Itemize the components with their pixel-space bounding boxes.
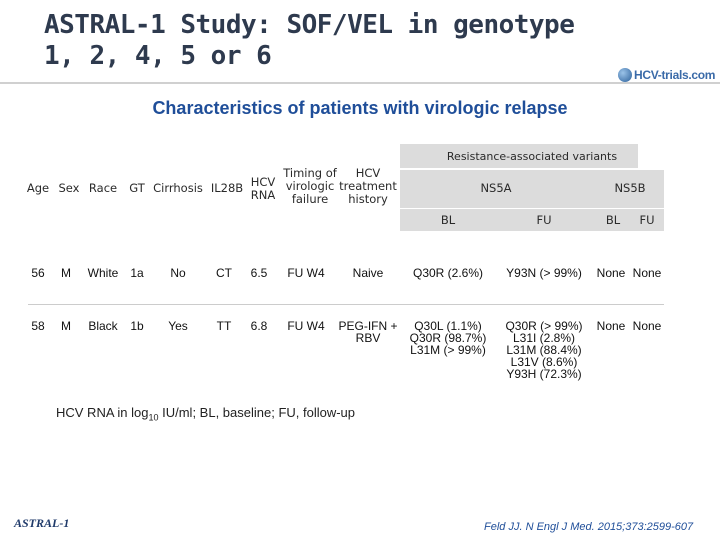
header-gt: GT	[129, 181, 145, 195]
cell-ns5a-fu: Q30R (> 99%) L31I (2.8%) L31M (88.4%) L3…	[505, 319, 583, 381]
cell-race: Black	[88, 319, 118, 333]
footnote-prefix: HCV RNA in log	[56, 405, 149, 420]
header-il28b: IL28B	[210, 181, 244, 195]
bl-fu-header-bg	[400, 209, 664, 231]
cell-cirrhosis: No	[170, 266, 186, 280]
cell-timing: FU W4	[287, 319, 325, 333]
header-ns5a-bl: BL	[440, 213, 456, 227]
header-ns5a-fu: FU	[536, 213, 552, 227]
header-age: Age	[26, 181, 50, 195]
cell-hcv-rna: 6.8	[250, 319, 268, 333]
cell-race: White	[87, 266, 119, 280]
header-sex: Sex	[58, 181, 80, 195]
cell-ns5a-bl: Q30R (2.6%)	[412, 266, 484, 280]
title-line-1: ASTRAL-1 Study: SOF/VEL in genotype	[44, 10, 575, 40]
cell-treatment-history: Naive	[352, 266, 384, 280]
header-treatment-history: HCV treatment history	[339, 166, 397, 206]
cell-age: 58	[31, 319, 45, 333]
cell-hcv-rna: 6.5	[250, 266, 268, 280]
footnote: HCV RNA in log10 IU/ml; BL, baseline; FU…	[56, 405, 355, 423]
footnote-suffix: IU/ml; BL, baseline; FU, follow-up	[158, 405, 356, 420]
header-resistance: Resistance-associated variants	[446, 150, 618, 163]
header-race: Race	[88, 181, 118, 195]
hcv-trials-logo: HCV-trials.com	[618, 68, 715, 82]
citation: Feld JJ. N Engl J Med. 2015;373:2599-607	[484, 521, 694, 533]
cell-ns5b-fu: None	[632, 319, 662, 333]
header-ns5b-bl: BL	[605, 213, 621, 227]
logo-text: HCV-trials.com	[634, 68, 716, 82]
slide-subtitle: Characteristics of patients with virolog…	[152, 98, 568, 118]
cell-treatment-history: PEG-IFN + RBV	[338, 319, 398, 345]
ns-header-bg	[400, 170, 664, 208]
cell-gt: 1b	[130, 319, 144, 333]
header-ns5b-fu: FU	[639, 213, 655, 227]
header-ns5b: NS5B	[614, 181, 646, 195]
cell-sex: M	[61, 319, 71, 333]
title-line-2: 1, 2, 4, 5 or 6	[44, 41, 272, 71]
title-divider	[0, 82, 720, 84]
row-divider	[28, 304, 664, 305]
cell-cirrhosis: Yes	[168, 319, 188, 333]
header-cirrhosis: Cirrhosis	[153, 181, 203, 195]
cell-ns5b-fu: None	[632, 266, 662, 280]
header-hcv-rna: HCV RNA	[250, 175, 276, 202]
cell-age: 56	[31, 266, 45, 280]
cell-gt: 1a	[130, 266, 144, 280]
slide-title: ASTRAL-1 Study: SOF/VEL in genotype 1, 2…	[44, 10, 575, 72]
cell-il28b: TT	[216, 319, 232, 333]
cell-ns5a-bl: Q30L (1.1%) Q30R (98.7%) L31M (> 99%)	[409, 319, 487, 357]
cell-sex: M	[61, 266, 71, 280]
study-badge: ASTRAL-1	[14, 516, 70, 530]
footnote-subscript: 10	[148, 412, 159, 423]
globe-icon	[618, 68, 632, 82]
cell-il28b: CT	[216, 266, 232, 280]
header-timing: Timing of virologic failure	[283, 166, 337, 206]
cell-ns5b-bl: None	[596, 266, 626, 280]
cell-timing: FU W4	[287, 266, 325, 280]
header-ns5a: NS5A	[480, 181, 512, 195]
cell-ns5a-fu: Y93N (> 99%)	[506, 266, 582, 280]
resistance-header-bg	[400, 144, 638, 168]
cell-ns5b-bl: None	[596, 319, 626, 333]
